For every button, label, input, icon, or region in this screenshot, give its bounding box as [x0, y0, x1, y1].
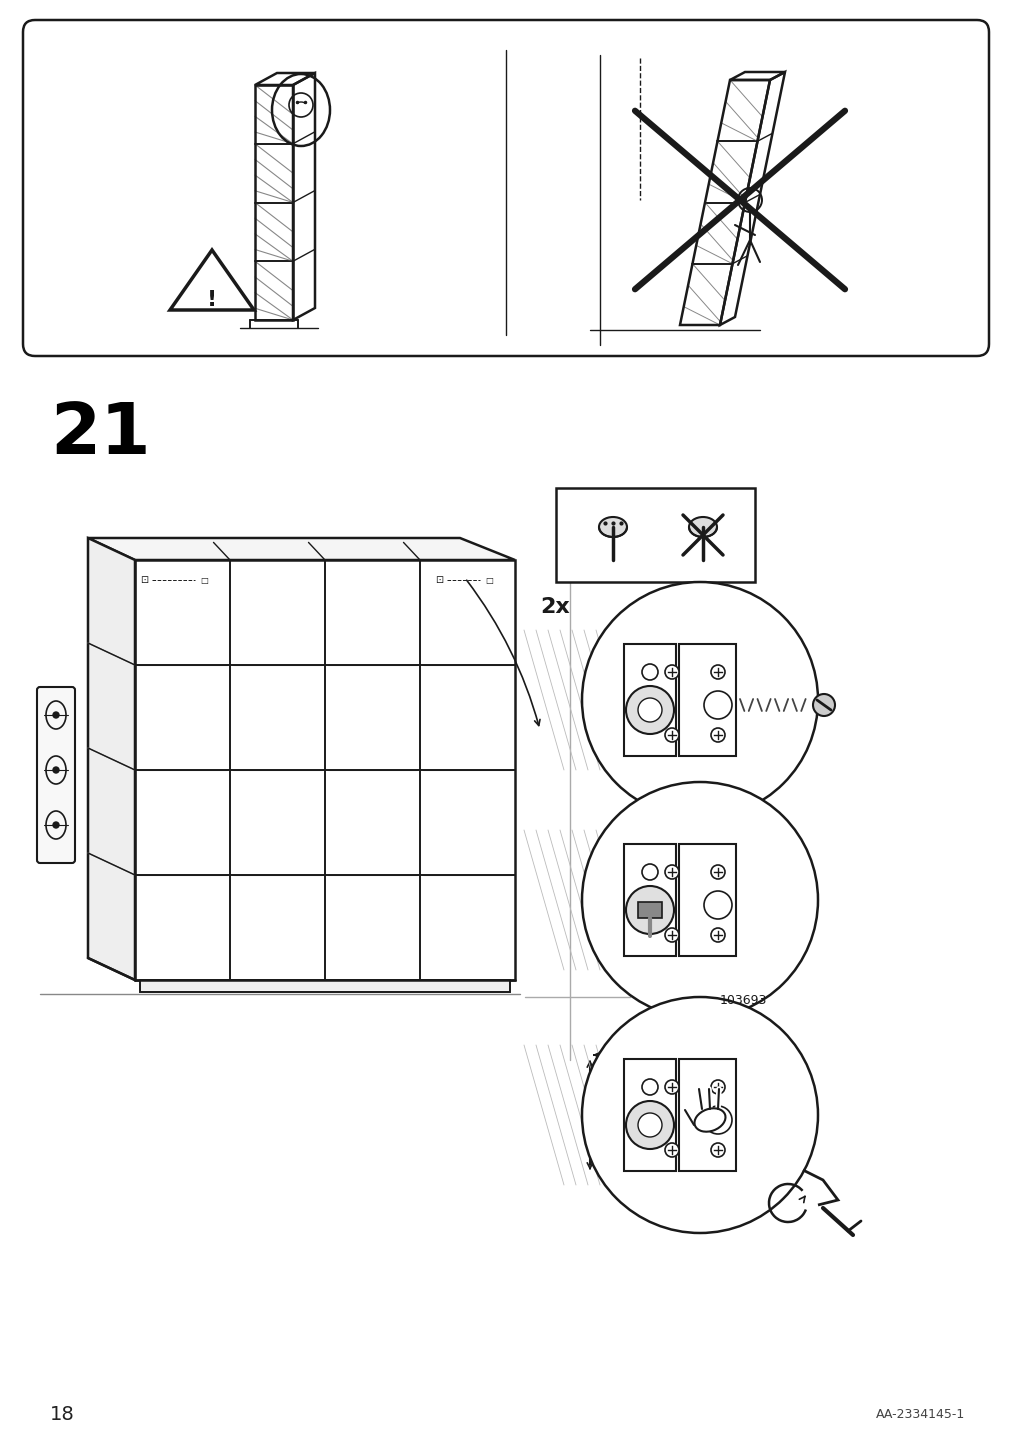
Text: ⊡: ⊡	[435, 576, 443, 586]
Polygon shape	[140, 979, 510, 992]
FancyBboxPatch shape	[678, 1060, 735, 1171]
Text: □: □	[484, 576, 492, 584]
Text: AA-2334145-1: AA-2334145-1	[875, 1409, 964, 1422]
Circle shape	[711, 865, 724, 879]
FancyBboxPatch shape	[37, 687, 75, 863]
Circle shape	[664, 664, 678, 679]
Circle shape	[664, 1143, 678, 1157]
Circle shape	[626, 686, 673, 735]
Ellipse shape	[688, 517, 716, 537]
Circle shape	[664, 865, 678, 879]
Circle shape	[637, 1113, 661, 1137]
Circle shape	[53, 768, 59, 773]
Text: 2x: 2x	[540, 597, 569, 617]
Circle shape	[711, 664, 724, 679]
Polygon shape	[88, 538, 515, 560]
Circle shape	[711, 727, 724, 742]
Circle shape	[664, 1080, 678, 1094]
Circle shape	[581, 997, 817, 1233]
Circle shape	[641, 863, 657, 881]
Circle shape	[637, 697, 661, 722]
Circle shape	[711, 1143, 724, 1157]
Circle shape	[812, 695, 834, 716]
FancyBboxPatch shape	[624, 644, 675, 756]
Circle shape	[704, 1106, 731, 1134]
Text: 21: 21	[50, 400, 151, 470]
Text: 103693: 103693	[719, 994, 766, 1007]
Circle shape	[53, 712, 59, 717]
Text: !: !	[206, 291, 216, 309]
Circle shape	[641, 664, 657, 680]
Text: □: □	[200, 576, 207, 584]
Circle shape	[704, 692, 731, 719]
Circle shape	[664, 727, 678, 742]
Text: ⊡: ⊡	[140, 576, 148, 586]
FancyBboxPatch shape	[23, 20, 988, 357]
FancyBboxPatch shape	[624, 1060, 675, 1171]
Circle shape	[641, 1078, 657, 1095]
Circle shape	[704, 891, 731, 919]
Circle shape	[711, 928, 724, 942]
Circle shape	[581, 581, 817, 818]
Ellipse shape	[694, 1108, 725, 1131]
Circle shape	[664, 928, 678, 942]
Text: 18: 18	[50, 1405, 75, 1425]
Ellipse shape	[599, 517, 627, 537]
Circle shape	[711, 1080, 724, 1094]
Circle shape	[626, 886, 673, 934]
FancyBboxPatch shape	[555, 488, 754, 581]
Circle shape	[626, 1101, 673, 1148]
Polygon shape	[170, 251, 254, 309]
FancyBboxPatch shape	[678, 843, 735, 957]
Polygon shape	[88, 538, 134, 979]
FancyBboxPatch shape	[624, 843, 675, 957]
Polygon shape	[637, 902, 661, 918]
Circle shape	[53, 822, 59, 828]
Circle shape	[581, 782, 817, 1018]
Polygon shape	[134, 560, 515, 979]
FancyBboxPatch shape	[678, 644, 735, 756]
